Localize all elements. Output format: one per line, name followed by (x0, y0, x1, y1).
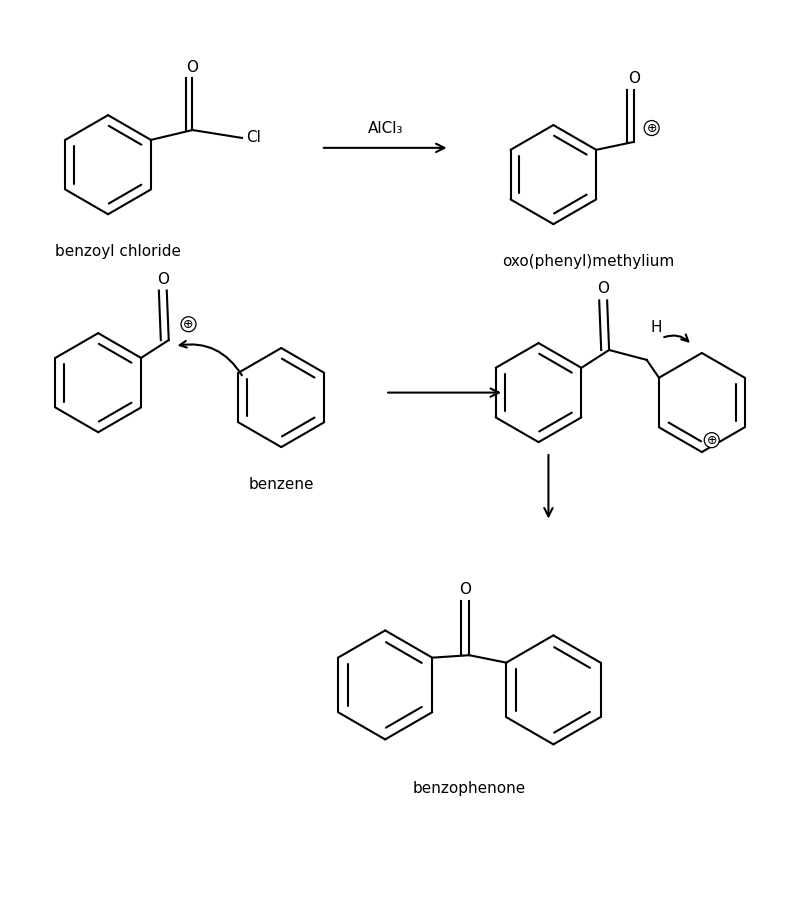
Text: benzene: benzene (249, 477, 314, 492)
Text: O: O (459, 581, 471, 597)
Text: O: O (157, 271, 169, 287)
Text: O: O (597, 282, 609, 296)
Text: ⊕: ⊕ (706, 434, 717, 447)
Text: H: H (651, 320, 662, 335)
Text: oxo(phenyl)methylium: oxo(phenyl)methylium (502, 254, 674, 269)
Text: benzophenone: benzophenone (413, 781, 526, 796)
Text: benzoyl chloride: benzoyl chloride (55, 244, 181, 259)
Text: AlCl₃: AlCl₃ (367, 121, 403, 136)
Text: Cl: Cl (246, 130, 261, 146)
Text: O: O (628, 72, 640, 86)
Text: ⊕: ⊕ (183, 317, 194, 331)
Text: ⊕: ⊕ (646, 122, 657, 135)
Text: O: O (186, 60, 198, 74)
